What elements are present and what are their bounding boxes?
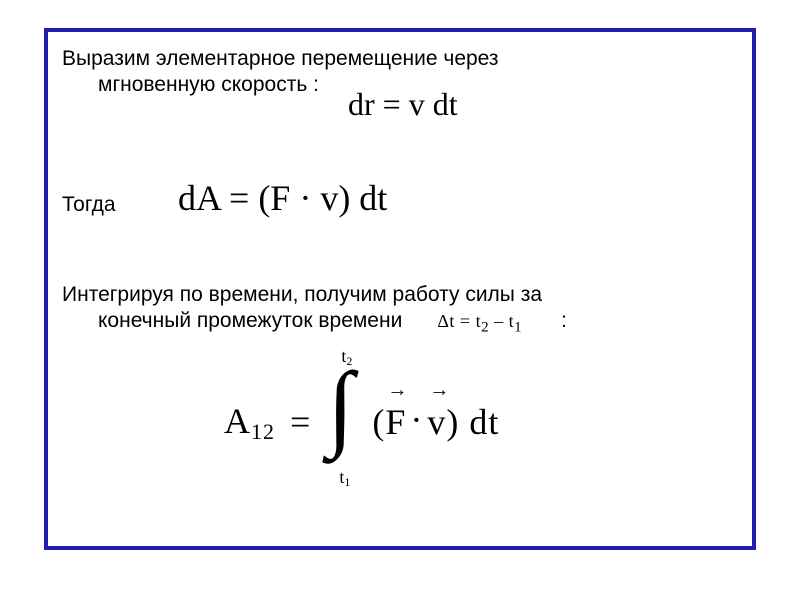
content-area: Выразим элементарное перемещение через м… xyxy=(48,32,752,546)
colon-tail: : xyxy=(561,308,567,334)
integral-lhs: A12 xyxy=(224,400,275,445)
lower-sub: 1 xyxy=(344,475,350,489)
integrate-paragraph: Интегрируя по времени, получим работу си… xyxy=(62,282,567,338)
vector-v: →v xyxy=(427,401,446,443)
equation-dr-vdt: dr = v dt xyxy=(348,86,458,123)
arrow-over-F-icon: → xyxy=(387,379,408,402)
lhs-A: A xyxy=(224,401,251,441)
arrow-over-v-icon: → xyxy=(429,379,450,402)
delta-t-sub1: 1 xyxy=(514,320,522,336)
delta-t-expression: Δt = t2 – t1 xyxy=(437,311,527,331)
dot-product: · xyxy=(410,400,423,440)
integrate-line-2-prefix: конечный промежуток времени xyxy=(98,309,402,332)
integrate-line-1: Интегрируя по времени, получим работу си… xyxy=(62,283,542,306)
then-label: Тогда xyxy=(62,192,116,218)
integral-rhs: (→F·→v) dt xyxy=(372,401,499,443)
delta-t-sub2: 2 xyxy=(481,320,489,336)
intro-line-1: Выразим элементарное перемещение через xyxy=(62,46,738,72)
integral-lower-limit: t1 xyxy=(339,467,350,490)
integral-sign-box: t2 ∫ t1 xyxy=(327,374,361,470)
equals-sign: = xyxy=(290,401,310,443)
integrate-line-2: конечный промежуток времени Δt = t2 – t1… xyxy=(62,309,567,332)
equation-dA: dA = (F · v) dt xyxy=(178,177,387,219)
vector-F: →F xyxy=(385,401,406,443)
delta-t-part1: Δt = t xyxy=(437,311,481,331)
slide: Выразим элементарное перемещение через м… xyxy=(0,0,800,600)
lparen: ( xyxy=(372,402,385,442)
symbol-v: v xyxy=(427,402,446,442)
rparen: ) xyxy=(446,402,459,442)
delta-t-mid: – t xyxy=(489,311,514,331)
lhs-sub-12: 12 xyxy=(251,419,275,444)
integral-symbol: ∫ xyxy=(327,358,353,454)
dt: dt xyxy=(459,402,499,442)
equation-work-integral: A12 = t2 ∫ t1 (→F·→v) dt xyxy=(224,374,499,470)
symbol-F: F xyxy=(385,402,406,442)
